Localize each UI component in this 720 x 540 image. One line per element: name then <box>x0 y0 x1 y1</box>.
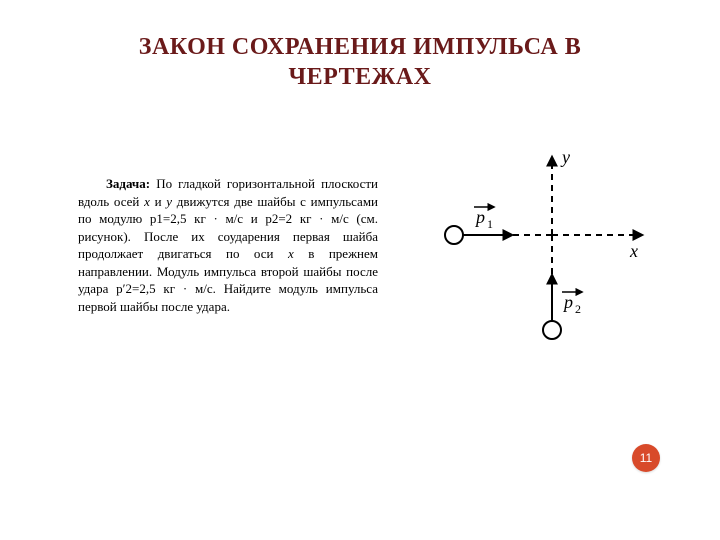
momentum-diagram: yxp1p2 <box>432 145 657 350</box>
page-number-badge: 11 <box>632 444 660 472</box>
svg-text:p: p <box>474 207 485 227</box>
slide: ЗАКОН СОХРАНЕНИЯ ИМПУЛЬСА В ЧЕРТЕЖАХ Зад… <box>0 0 720 540</box>
page-number: 11 <box>640 451 652 465</box>
slide-title: ЗАКОН СОХРАНЕНИЯ ИМПУЛЬСА В ЧЕРТЕЖАХ <box>0 32 720 92</box>
svg-text:2: 2 <box>575 302 581 316</box>
problem-text: Задача: По гладкой горизонтальной плоско… <box>78 175 378 315</box>
svg-text:x: x <box>629 241 638 261</box>
svg-text:y: y <box>560 147 570 167</box>
svg-text:p: p <box>562 292 573 312</box>
problem-lead: Задача: <box>106 176 150 191</box>
svg-text:1: 1 <box>487 217 493 231</box>
problem-text-2: и <box>150 194 166 209</box>
